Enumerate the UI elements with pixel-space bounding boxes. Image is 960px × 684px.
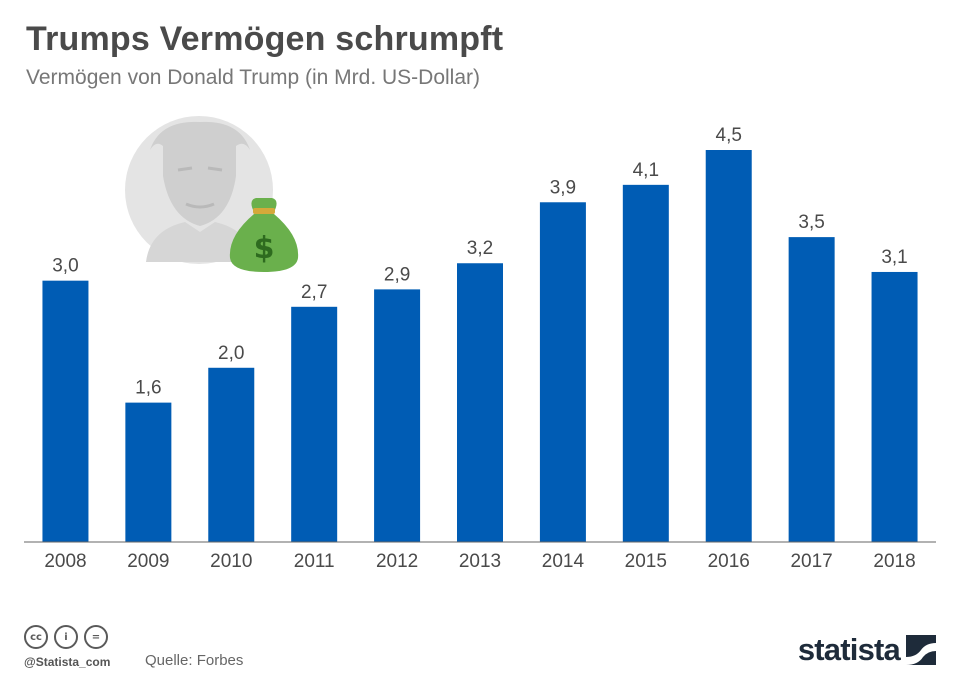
x-tick-2011: 2011 [294,551,335,572]
bar-chart: $ 3,0 1,6 2,0 2,7 2,9 3,2 3,9 4,1 4,5 3,5 3,1 2008… [24,116,936,572]
twitter-handle[interactable]: @Statista_com [24,655,111,669]
x-tick-2009: 2009 [127,551,169,572]
value-label-2015: 4,1 [633,160,659,181]
license-icons: cc i = [24,625,108,649]
bar-2013 [457,263,503,542]
statista-logo[interactable]: statista [798,634,936,665]
nd-icon[interactable]: = [84,625,108,649]
money-bag-icon: $ [229,198,299,272]
brand-name: statista [797,632,901,667]
x-tick-2017: 2017 [790,551,832,572]
bar-2012 [374,289,421,542]
bar-2014 [539,202,586,542]
value-label-2016: 4,5 [716,125,742,146]
value-label-2009: 1,6 [135,378,161,399]
value-label-2017: 3,5 [798,212,824,233]
value-label-2008: 3,0 [52,256,78,277]
value-label-2012: 2,9 [384,264,410,285]
x-tick-2008: 2008 [44,551,86,572]
cc-icon[interactable]: cc [24,625,48,649]
x-tick-2018: 2018 [873,551,915,572]
value-label-2014: 3,9 [550,177,576,198]
portrait-illustration [125,116,273,264]
value-label-2010: 2,0 [218,343,244,364]
bar-2015 [622,184,669,542]
chart-title: Trumps Vermögen schrumpft [26,20,504,58]
x-tick-2015: 2015 [625,551,667,572]
bar-2017 [788,237,835,542]
bar-2009 [125,402,172,542]
bar-2008 [42,280,89,542]
x-tick-2013: 2013 [459,551,501,572]
chart-subtitle: Vermögen von Donald Trump (in Mrd. US-Do… [26,66,481,89]
value-label-2018: 3,1 [881,247,907,268]
bar-2016 [705,150,752,542]
bar-2018 [871,271,918,542]
x-tick-2014: 2014 [542,551,585,572]
statista-logo-icon [906,634,936,665]
x-tick-2012: 2012 [376,551,418,572]
by-icon[interactable]: i [54,625,78,649]
svg-text:$: $ [254,231,275,266]
value-label-2011: 2,7 [301,282,327,303]
bar-2010 [208,367,255,542]
x-tick-2016: 2016 [708,551,750,572]
value-label-2013: 3,2 [467,238,493,259]
bar-2011 [291,306,338,542]
source-note: Quelle: Forbes [145,652,244,669]
x-tick-2010: 2010 [210,551,252,572]
